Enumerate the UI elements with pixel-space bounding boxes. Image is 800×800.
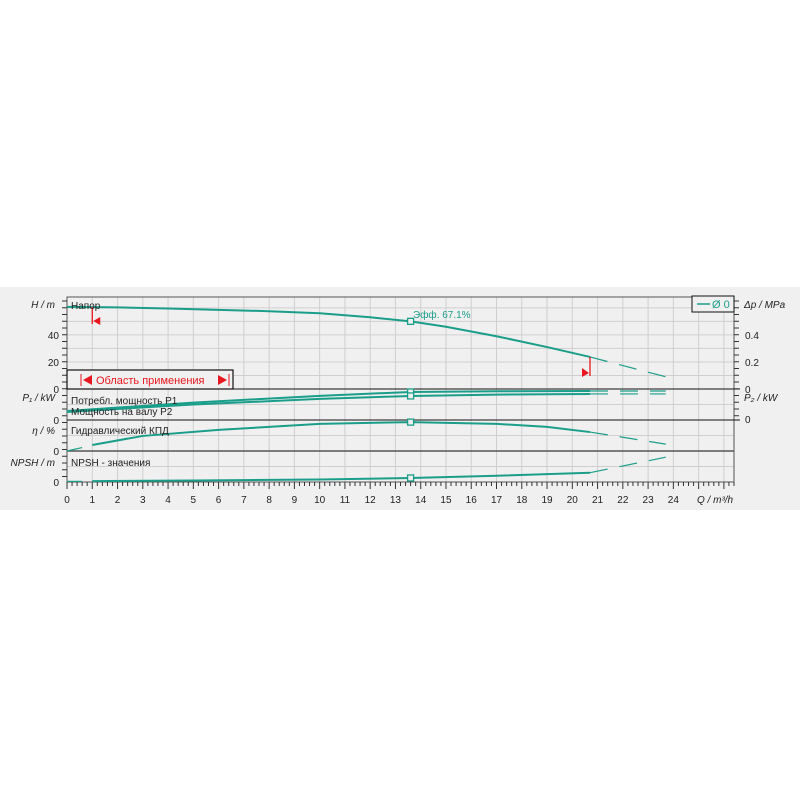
x-tick-label: 4 [165, 495, 171, 506]
y2-tick-label: 0.2 [745, 358, 759, 369]
x-tick-label: 18 [516, 495, 528, 506]
efficiency-curve [92, 421, 591, 446]
y2-tick-label: 0 [745, 415, 751, 426]
x-tick-label: 5 [191, 495, 197, 506]
x-tick-label: 17 [491, 495, 503, 506]
x-tick-label: 11 [340, 495, 351, 506]
y-tick-label: 0 [53, 447, 59, 458]
x-tick-label: 3 [140, 495, 146, 506]
x-tick-label: 2 [115, 495, 121, 506]
x-tick-label: 19 [541, 495, 553, 506]
x-tick-label: 7 [241, 495, 247, 506]
head-label: Напор [71, 301, 101, 312]
y-tick-label: 0 [53, 416, 59, 427]
range-right-arrow-icon [218, 375, 227, 385]
y-axis-label-npsh: NPSH / m [11, 458, 55, 469]
x-tick-label: 12 [365, 495, 377, 506]
x-tick-label: 20 [567, 495, 579, 506]
x-tick-label: 16 [466, 495, 478, 506]
y-tick-label: 20 [48, 358, 60, 369]
x-tick-label: 13 [390, 495, 402, 506]
range-start-arrow-icon [93, 317, 101, 325]
y-axis-label-p2: P₂ / kW [744, 393, 779, 404]
y-tick-label: 0 [53, 385, 59, 396]
p2-curve [66, 392, 590, 413]
y2-tick-label: 0.4 [745, 331, 759, 342]
legend: Ø 0 [691, 295, 735, 313]
y-axis-label-dp: Δp / MPa [743, 300, 786, 311]
efficiency-curve-start [66, 446, 83, 452]
x-tick-label: 15 [440, 495, 452, 506]
x-tick-label: 10 [314, 495, 326, 506]
x-tick-label: 21 [592, 495, 604, 506]
head-curve [66, 305, 591, 358]
efficiency-curve-extension [589, 431, 666, 445]
range-end-arrow-icon [581, 368, 589, 377]
operating-point-marker [406, 418, 415, 426]
p1-curve [66, 389, 590, 412]
operating-range-label: Область применения [96, 375, 205, 387]
npsh-curve [92, 471, 591, 483]
operating-point-marker [406, 317, 415, 326]
hydraulic-eff-label: Гидравлический КПД [71, 426, 169, 437]
y-tick-label: 40 [48, 331, 60, 342]
npsh-label: NPSH - значения [71, 458, 150, 469]
npsh-curve-extension [589, 456, 666, 474]
x-tick-label: 9 [292, 495, 298, 506]
legend-entry: Ø 0 [712, 299, 730, 311]
x-tick-label: 24 [668, 495, 680, 506]
operating-range-box: Область применения [66, 369, 234, 390]
x-tick-label: 6 [216, 495, 222, 506]
x-tick-label: 14 [415, 495, 427, 506]
y-tick-label: 0 [53, 478, 59, 489]
operating-point-marker [406, 392, 415, 400]
x-tick-label: 1 [89, 495, 95, 506]
x-axis-label: Q / m³/h [697, 495, 734, 506]
y-axis-label-p1: P₁ / kW [22, 393, 56, 404]
curves [66, 305, 666, 483]
head-curve-extension [589, 356, 666, 378]
y2-tick-label: 0 [745, 385, 751, 396]
x-tick-label: 8 [266, 495, 272, 506]
y-axis-label-head: H / m [31, 300, 55, 311]
operating-point-marker [406, 474, 415, 482]
p2-label: Мощность на валу P2 [71, 407, 173, 418]
p1-label: Потребл. мощность P1 [71, 395, 178, 407]
range-left-arrow-icon [83, 375, 92, 385]
x-tick-label: 23 [643, 495, 655, 506]
x-tick-label: 22 [617, 495, 629, 506]
x-tick-label: 0 [64, 495, 70, 506]
y-axis-label-eta: η / % [32, 426, 55, 437]
efficiency-point-label: Эфф. 67.1% [413, 309, 471, 321]
